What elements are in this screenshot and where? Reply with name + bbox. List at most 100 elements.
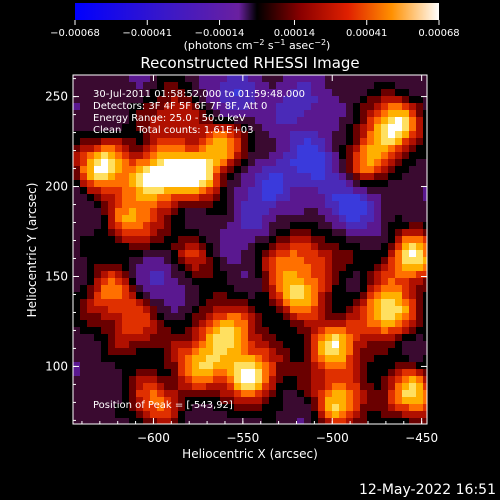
heatmap-cell bbox=[374, 201, 381, 208]
heatmap-cell bbox=[276, 390, 283, 397]
heatmap-cell bbox=[241, 131, 248, 138]
heatmap-cell bbox=[332, 229, 339, 236]
heatmap-cell bbox=[206, 334, 213, 341]
heatmap-cell bbox=[367, 103, 374, 110]
heatmap-cell bbox=[108, 124, 115, 131]
heatmap-cell bbox=[171, 285, 178, 292]
heatmap-cell bbox=[276, 376, 283, 383]
heatmap-cell bbox=[94, 334, 101, 341]
colorbar-tick-label: 0.00068 bbox=[418, 28, 459, 39]
heatmap-cell bbox=[388, 271, 395, 278]
heatmap-cell bbox=[94, 285, 101, 292]
heatmap-cell bbox=[353, 390, 360, 397]
heatmap-cell bbox=[101, 243, 108, 250]
heatmap-cell bbox=[395, 166, 402, 173]
heatmap-cell bbox=[276, 397, 283, 404]
heatmap-cell bbox=[122, 117, 129, 124]
heatmap-cell bbox=[269, 369, 276, 376]
heatmap-cell bbox=[178, 292, 185, 299]
heatmap-cell bbox=[423, 187, 427, 194]
heatmap-cell bbox=[248, 222, 255, 229]
heatmap-cell bbox=[115, 89, 122, 96]
heatmap-cell bbox=[325, 250, 332, 257]
heatmap-cell bbox=[367, 243, 374, 250]
heatmap-cell bbox=[241, 355, 248, 362]
heatmap-cell bbox=[262, 194, 269, 201]
heatmap-cell bbox=[395, 348, 402, 355]
heatmap-cell bbox=[409, 208, 416, 215]
heatmap-cell bbox=[73, 243, 80, 250]
heatmap-cell bbox=[199, 397, 206, 404]
heatmap-cell bbox=[395, 243, 402, 250]
heatmap-cell bbox=[199, 138, 206, 145]
heatmap-cell bbox=[311, 159, 318, 166]
heatmap-cell bbox=[381, 173, 388, 180]
heatmap-cell bbox=[220, 89, 227, 96]
heatmap-cell bbox=[416, 201, 423, 208]
heatmap-cell bbox=[416, 390, 423, 397]
heatmap-cell bbox=[297, 411, 304, 418]
heatmap-cell bbox=[297, 404, 304, 411]
heatmap-cell bbox=[192, 250, 199, 257]
heatmap-cell bbox=[269, 243, 276, 250]
heatmap-cell bbox=[136, 243, 143, 250]
heatmap-cell bbox=[360, 173, 367, 180]
heatmap-cell bbox=[213, 341, 220, 348]
heatmap-cell bbox=[157, 96, 164, 103]
heatmap-cell bbox=[178, 229, 185, 236]
heatmap-cell bbox=[129, 334, 136, 341]
heatmap-cell bbox=[297, 152, 304, 159]
heatmap-cell bbox=[248, 75, 255, 82]
heatmap-cell bbox=[129, 327, 136, 334]
heatmap-cell bbox=[248, 271, 255, 278]
heatmap-cell bbox=[157, 103, 164, 110]
heatmap-cell bbox=[87, 229, 94, 236]
heatmap-cell bbox=[381, 418, 388, 424]
heatmap-cell bbox=[297, 348, 304, 355]
heatmap-cell bbox=[311, 369, 318, 376]
heatmap-cell bbox=[73, 180, 80, 187]
heatmap-cell bbox=[276, 250, 283, 257]
heatmap-cell bbox=[115, 82, 122, 89]
heatmap-cell bbox=[164, 397, 171, 404]
colorbar-tick-label: −0.00014 bbox=[195, 28, 245, 39]
heatmap-cell bbox=[255, 222, 262, 229]
heatmap-cell bbox=[241, 250, 248, 257]
heatmap-cell bbox=[206, 215, 213, 222]
heatmap-cell bbox=[199, 411, 206, 418]
heatmap-cell bbox=[241, 166, 248, 173]
heatmap-cell bbox=[423, 334, 427, 341]
heatmap-cell bbox=[332, 187, 339, 194]
heatmap-cell bbox=[248, 152, 255, 159]
heatmap-cell bbox=[171, 75, 178, 82]
heatmap-cell bbox=[318, 341, 325, 348]
heatmap-cell bbox=[213, 299, 220, 306]
heatmap-cell bbox=[262, 404, 269, 411]
heatmap-cell bbox=[318, 334, 325, 341]
heatmap-cell bbox=[206, 327, 213, 334]
heatmap-cell bbox=[290, 229, 297, 236]
heatmap-cell bbox=[87, 278, 94, 285]
heatmap-cell bbox=[353, 159, 360, 166]
heatmap-cell bbox=[143, 306, 150, 313]
heatmap-cell bbox=[129, 138, 136, 145]
heatmap-cell bbox=[80, 138, 87, 145]
heatmap-cell bbox=[318, 362, 325, 369]
heatmap-cell bbox=[304, 320, 311, 327]
heatmap-cell bbox=[101, 180, 108, 187]
heatmap-cell bbox=[283, 313, 290, 320]
heatmap-cell bbox=[171, 390, 178, 397]
heatmap-cell bbox=[388, 82, 395, 89]
heatmap-cell bbox=[409, 271, 416, 278]
heatmap-cell bbox=[318, 369, 325, 376]
heatmap-cell bbox=[374, 117, 381, 124]
heatmap-cell bbox=[290, 292, 297, 299]
heatmap-cell bbox=[311, 383, 318, 390]
heatmap-cell bbox=[402, 131, 409, 138]
heatmap-cell bbox=[409, 173, 416, 180]
heatmap-cell bbox=[87, 117, 94, 124]
heatmap-cell bbox=[262, 103, 269, 110]
heatmap-cell bbox=[269, 418, 276, 424]
heatmap-cell bbox=[395, 376, 402, 383]
heatmap-cell bbox=[213, 110, 220, 117]
